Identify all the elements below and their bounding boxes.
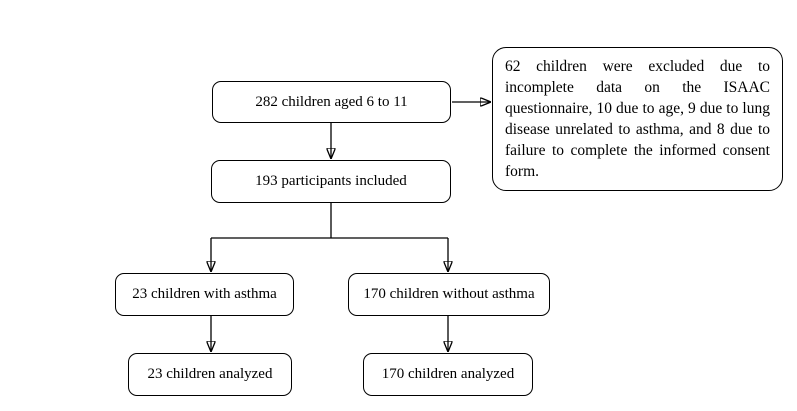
node-enrolled: 282 children aged 6 to 11 — [212, 81, 451, 123]
node-no-asthma-analyzed: 170 children analyzed — [363, 353, 533, 396]
node-with-asthma: 23 children with asthma — [115, 273, 294, 316]
node-without-asthma: 170 children without asthma — [348, 273, 550, 316]
node-asthma-analyzed: 23 children analyzed — [128, 353, 292, 396]
node-included: 193 participants included — [211, 160, 451, 203]
node-excluded-note: 62 children were excluded due to incompl… — [492, 47, 783, 191]
